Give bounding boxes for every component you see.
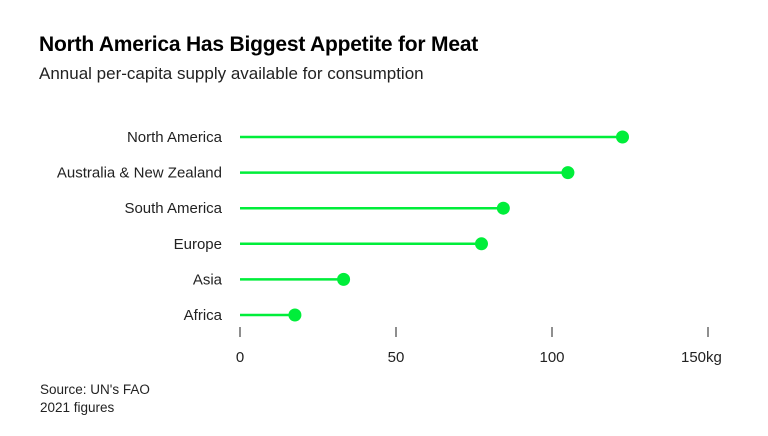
lollipop-dot (496, 201, 510, 215)
source-note: Source: UN's FAO (40, 382, 150, 397)
lollipop-dot (337, 272, 351, 286)
x-tick-label: 50 (388, 349, 405, 366)
chart-title: North America Has Biggest Appetite for M… (39, 33, 479, 56)
chart-subtitle: Annual per-capita supply available for c… (39, 64, 424, 83)
x-tick-label: 150kg (681, 349, 722, 366)
category-label: Europe (174, 236, 222, 253)
lollipop-dot (616, 130, 630, 144)
category-label: South America (124, 200, 222, 217)
x-tick-label: 100 (539, 349, 564, 366)
category-label: Australia & New Zealand (57, 165, 222, 182)
category-label: Africa (184, 307, 223, 324)
chart-footer: Source: UN's FAO 2021 figures (40, 381, 150, 417)
figures-note: 2021 figures (40, 400, 115, 415)
category-label: Asia (193, 271, 223, 288)
x-tick-label: 0 (236, 349, 244, 366)
lollipop-dot (561, 166, 575, 180)
category-label: North America (127, 129, 223, 146)
lollipop-dot (474, 237, 488, 251)
lollipop-dot (288, 308, 302, 322)
